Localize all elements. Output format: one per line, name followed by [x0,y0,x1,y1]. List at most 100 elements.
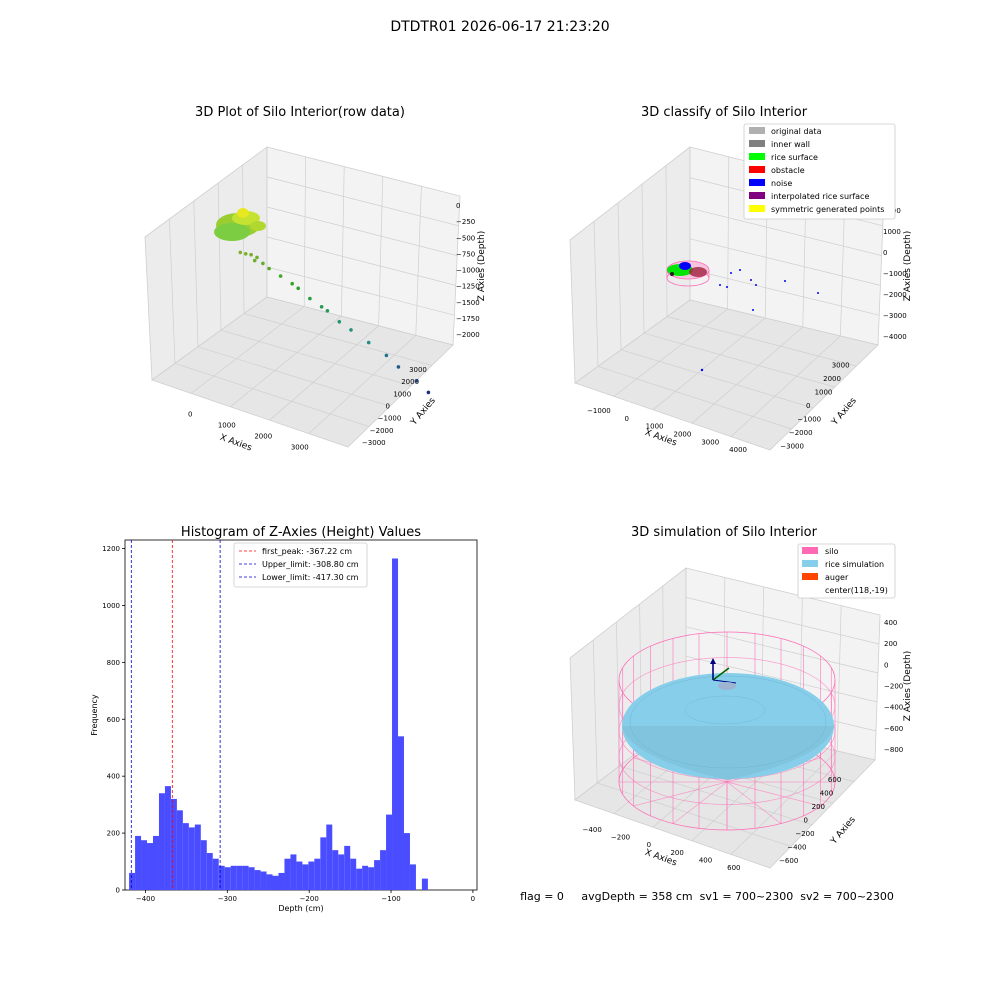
legend-label: obstacle [771,166,805,175]
legend-label: rice simulation [825,560,884,569]
y-tick-label: −2000 [789,429,813,437]
raw-data-point [366,340,371,345]
y-tick-label: 0 [116,887,120,895]
x-tick-label: 2000 [674,430,692,438]
z-tick-labels: 0 −250 −500 −750 −1000 −1250 −1500 −1750 −2000 [456,202,480,339]
histogram-bar [296,861,303,890]
histogram-bar [314,858,321,890]
y-axis-label: Y Axies [829,815,858,847]
x-tick-label: −100 [381,895,400,903]
z-tick-label: −2000 [456,331,480,339]
y-tick-labels: 0 200 400 600 800 1000 1200 [102,545,125,895]
histogram-bar [290,854,297,890]
x-tick-label: −400 [136,895,155,903]
y-axis-label: Frequency [90,694,99,736]
raw-data-point [255,255,259,260]
histogram-bar [344,845,351,890]
legend-swatch [802,547,818,554]
chart-legend: silo rice simulation auger center(118,-19) [797,543,896,599]
histogram-bar [158,793,165,890]
y-tick-label: 200 [107,830,120,838]
histogram-bar [164,786,171,890]
figure-suptitle: DTDTR01 2026-06-17 21:23:20 [390,19,609,35]
histogram-bar [272,875,279,890]
z-tick-label: −400 [884,704,903,712]
y-tick-labels: 600 400 200 0 −200 −400 −600 [779,776,841,865]
y-tick-label: 600 [828,776,841,784]
pane-floor [151,296,454,448]
z-tick-label: −1000 [883,270,907,278]
legend-label: inner wall [771,140,810,149]
legend-swatch [749,179,765,186]
panel-histogram: Histogram of Z-Axies (Height) Values −40… [90,525,478,913]
z-tick-label: −800 [884,746,903,754]
status-line: flag = 0 avgDepth = 358 cm sv1 = 700~230… [520,890,894,903]
raw-data-point [238,250,243,255]
z-tick-label: 200 [884,640,897,648]
raw-data-point [278,274,283,278]
x-tick-label: −1000 [587,407,611,415]
legend-label: Upper_limit: -308.80 cm [262,560,359,569]
legend-label: noise [771,179,792,188]
x-tick-label: 600 [727,864,740,872]
pane-floor [574,299,879,451]
x-tick-label: 2000 [254,433,272,441]
y-tick-labels: 3000 2000 1000 0 −1000 −2000 −3000 [780,362,849,451]
histogram-bar [129,872,136,890]
y-tick-label: 0 [386,403,390,411]
raw-data-point [396,365,401,369]
legend-label: first_peak: -367.22 cm [262,547,352,556]
y-tick-label: 1000 [815,389,833,397]
raw-data-point [384,353,389,358]
x-tick-label: 0 [471,895,475,903]
y-tick-label: 3000 [832,362,850,370]
y-tick-label: 1200 [102,545,120,553]
histogram-bar [188,827,195,890]
raw-data-point [308,296,312,301]
y-tick-label: 1000 [393,390,411,398]
y-tick-label: 3000 [409,366,427,374]
histogram-bar [386,814,393,890]
z-tick-label: −1750 [456,315,480,323]
y-tick-label: −2000 [370,427,394,435]
raw-data-point [249,252,253,257]
legend-label: interpolated rice surface [771,192,869,201]
legend-label: silo [825,547,839,556]
x-axis-label: Depth (cm) [278,904,323,913]
z-tick-label: −3000 [883,312,907,320]
x-tick-label: −300 [218,895,237,903]
classified-silo-cluster [666,260,710,287]
legend-swatch [749,166,765,173]
x-tick-label: 0 [188,411,192,419]
x-tick-label: 1000 [646,423,664,431]
legend-swatch [749,192,765,199]
y-tick-label: 400 [107,773,120,781]
histogram-bar [176,810,183,890]
z-axis-label: Z Axies (Depth) [477,231,487,302]
y-tick-label: −3000 [780,442,804,450]
histogram-bar [218,865,225,890]
histogram-bar [230,865,237,890]
z-tick-label: −4000 [883,333,907,341]
legend-swatch [802,573,818,580]
histogram-bar [284,858,291,890]
histogram-bar [260,871,267,890]
panel-raw-3d: 3D Plot of Silo Interior(row data) 01000… [144,105,487,454]
auger-marker [710,658,737,690]
legend-swatch [802,560,818,567]
histogram-title: Histogram of Z-Axies (Height) Values [181,525,421,540]
panel-classify-title: 3D classify of Silo Interior [641,105,808,120]
y-tick-label: −400 [787,844,806,852]
x-tick-labels: −400 −300 −200 −100 0 [136,890,475,903]
x-axis-label: X Axies [218,433,253,454]
x-tick-label: 0 [625,415,629,423]
histogram-legend: first_peak: -367.22 cm Upper_limit: -308.… [233,542,368,588]
histogram-bar [236,865,243,890]
histogram-bar [141,840,148,890]
histogram-bar [266,874,273,890]
histogram-bar [350,858,357,890]
legend-label: symmetric generated points [771,205,884,214]
x-tick-label: 1000 [218,422,236,430]
histogram-bars [129,558,428,890]
